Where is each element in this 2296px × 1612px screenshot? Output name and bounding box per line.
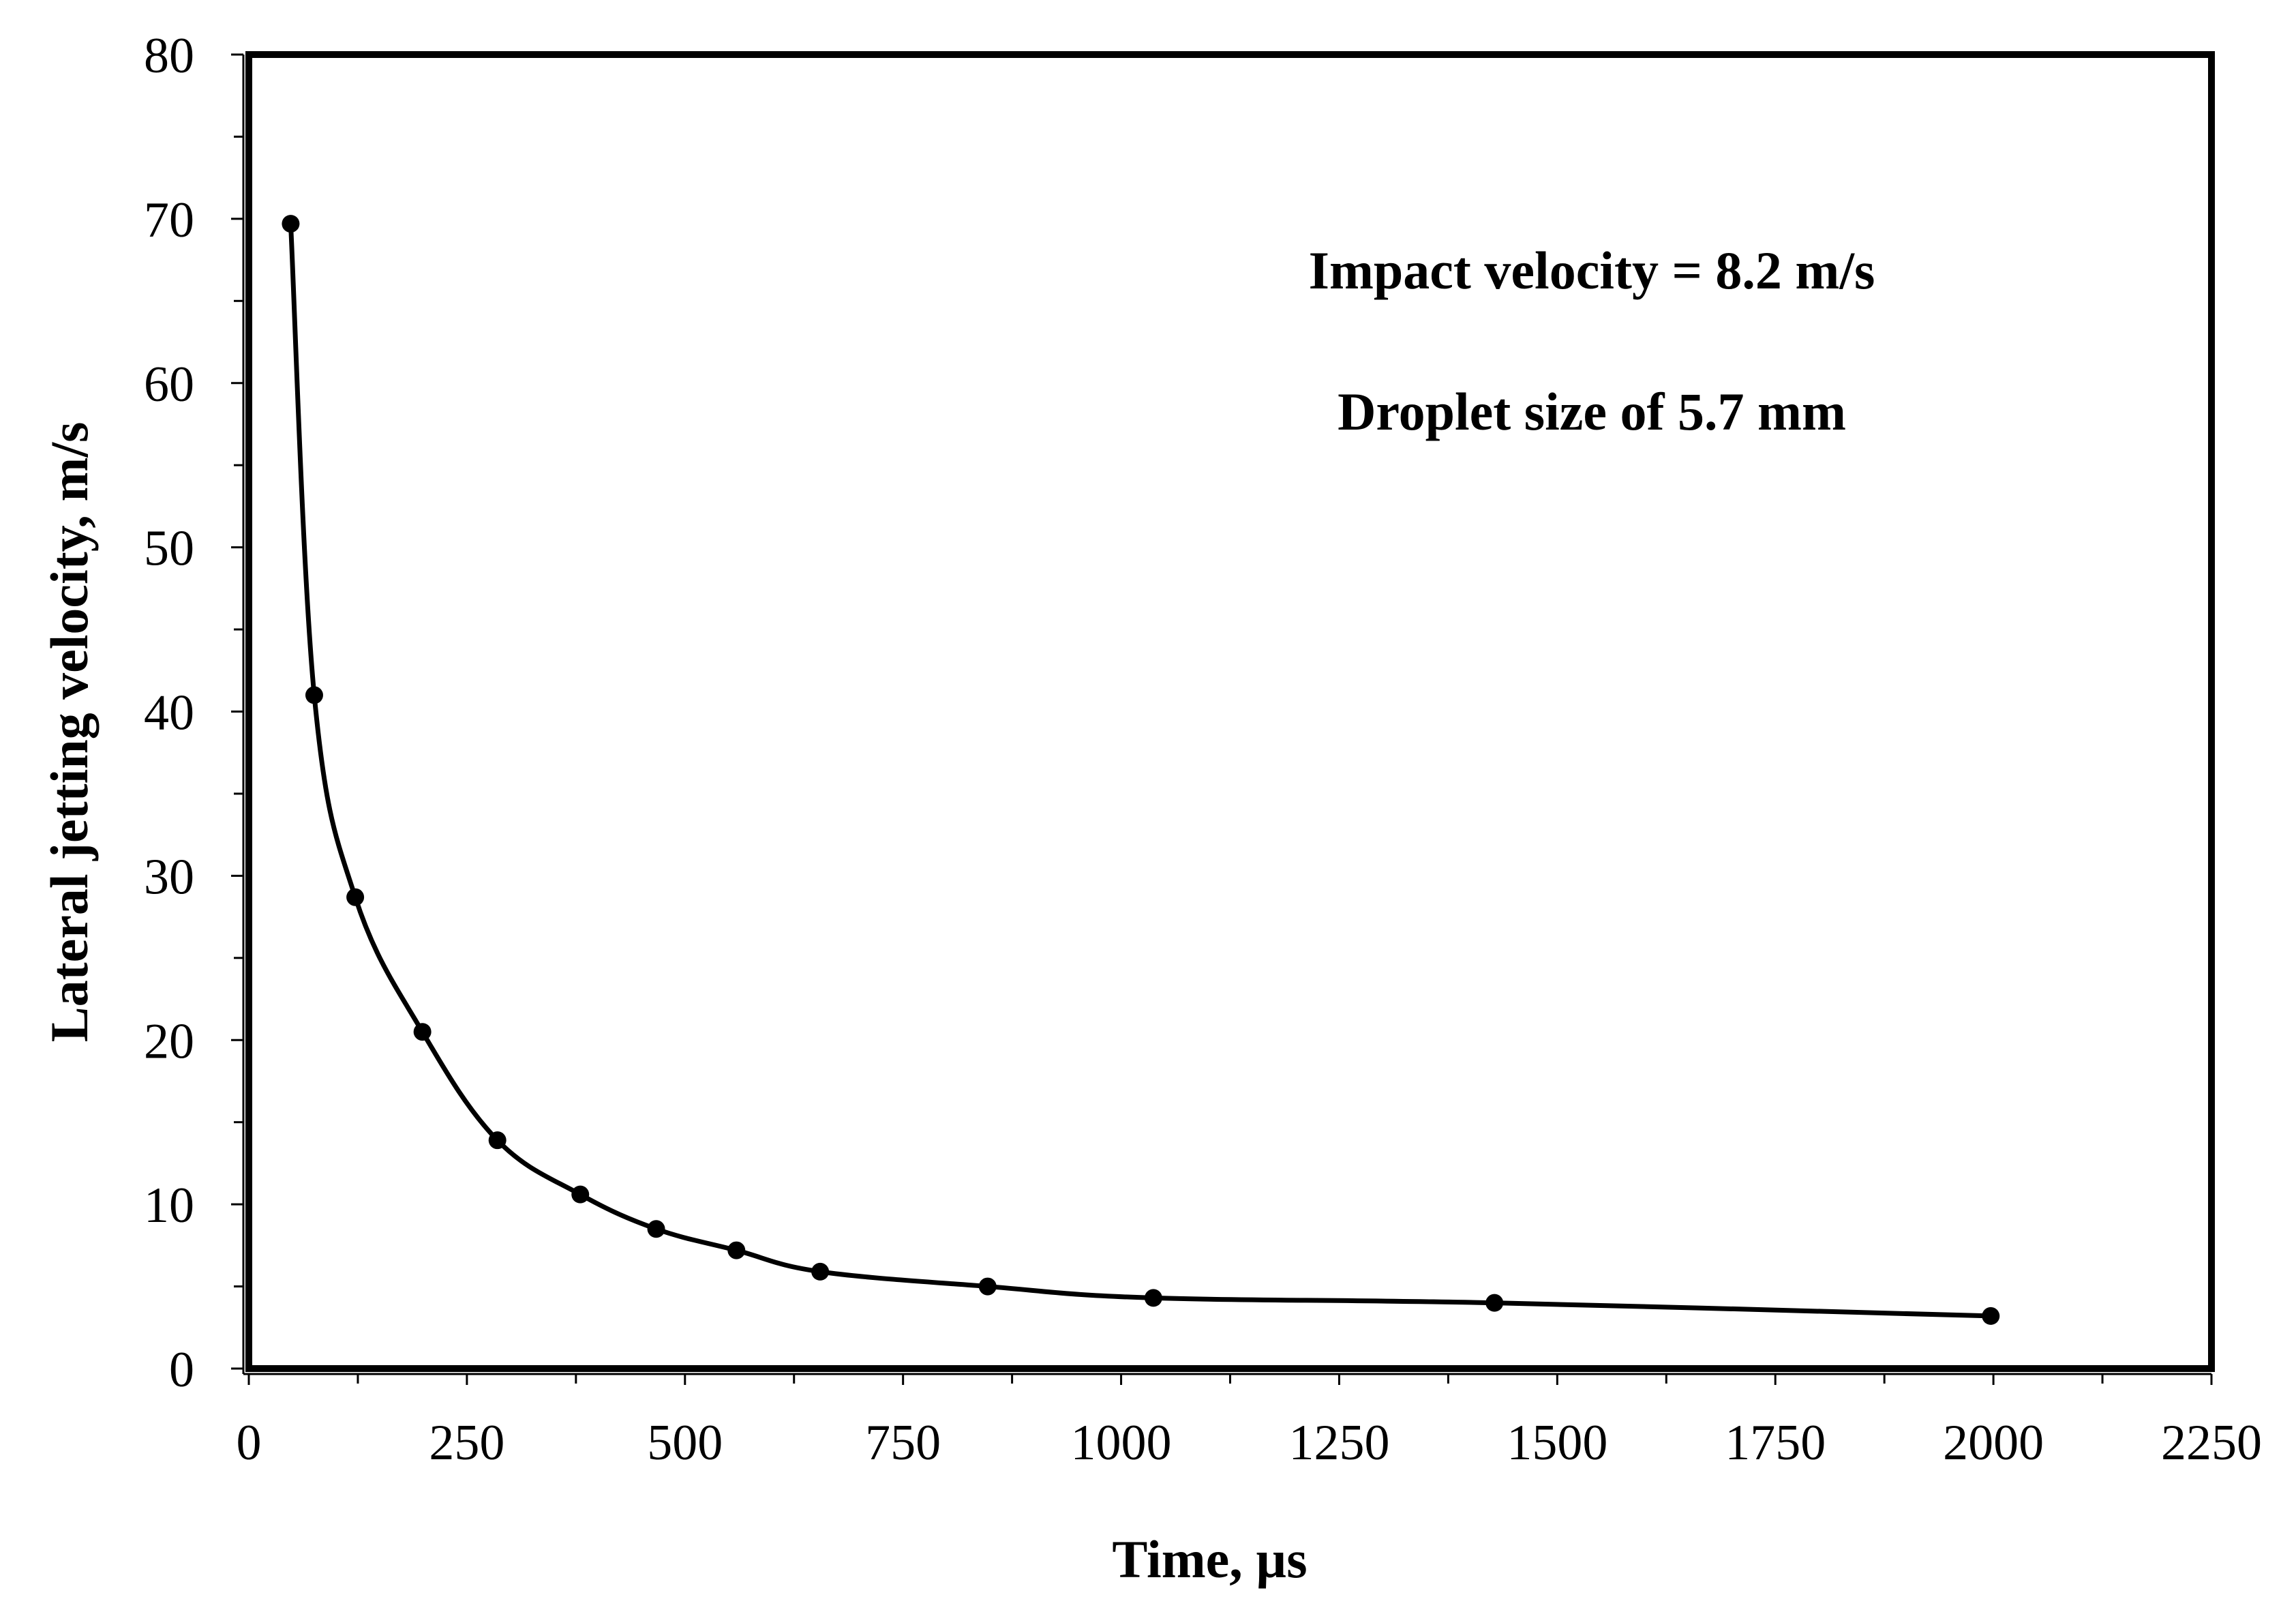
data-point: [727, 1241, 746, 1259]
y-tick-label: 0: [169, 1342, 194, 1398]
x-tick-label: 1000: [1071, 1415, 1172, 1471]
ticks-layer: 0 250 500 750 1000 1250 1500 1750 2000 2250 0 10 20 3…: [144, 28, 2262, 1471]
plot-frame: [245, 51, 2215, 1372]
data-point: [413, 1023, 432, 1041]
series-layer: [282, 215, 2000, 1325]
labels-layer: Time, µs Lateral jetting velocity, m/s I…: [40, 241, 1875, 1589]
data-point: [811, 1262, 830, 1281]
x-tick-label: 1750: [1725, 1415, 1826, 1471]
data-point: [647, 1220, 665, 1238]
y-tick-label: 80: [144, 28, 194, 84]
data-point: [488, 1131, 507, 1150]
series-line: [288, 223, 1991, 1319]
y-tick-label: 60: [144, 357, 194, 413]
y-tick-label: 70: [144, 192, 194, 248]
data-point: [571, 1185, 590, 1204]
data-point: [1485, 1294, 1504, 1312]
data-point: [978, 1277, 997, 1296]
x-tick-label: 500: [647, 1415, 723, 1471]
data-point: [346, 888, 365, 906]
x-tick-label: 750: [865, 1415, 941, 1471]
x-tick-label: 1250: [1288, 1415, 1389, 1471]
data-point: [1982, 1307, 2000, 1325]
data-point: [282, 215, 300, 233]
data-point: [1144, 1289, 1162, 1307]
annotation-droplet-size: Droplet size of 5.7 mm: [1338, 382, 1846, 441]
x-tick-label: 1500: [1507, 1415, 1607, 1471]
x-axis-title: Time, µs: [1112, 1529, 1307, 1589]
y-axis-title: Lateral jetting velocity, m/s: [40, 422, 99, 1043]
data-point: [305, 686, 323, 704]
annotation-impact-velocity: Impact velocity = 8.2 m/s: [1309, 241, 1875, 300]
y-tick-label: 40: [144, 685, 194, 741]
x-tick-label: 2250: [2161, 1415, 2262, 1471]
x-tick-label: 0: [237, 1415, 262, 1471]
x-tick-label: 2000: [1943, 1415, 2044, 1471]
y-tick-label: 10: [144, 1178, 194, 1234]
y-tick-label: 30: [144, 849, 194, 905]
y-tick-label: 20: [144, 1013, 194, 1069]
y-tick-label: 50: [144, 521, 194, 577]
x-tick-label: 250: [429, 1415, 504, 1471]
